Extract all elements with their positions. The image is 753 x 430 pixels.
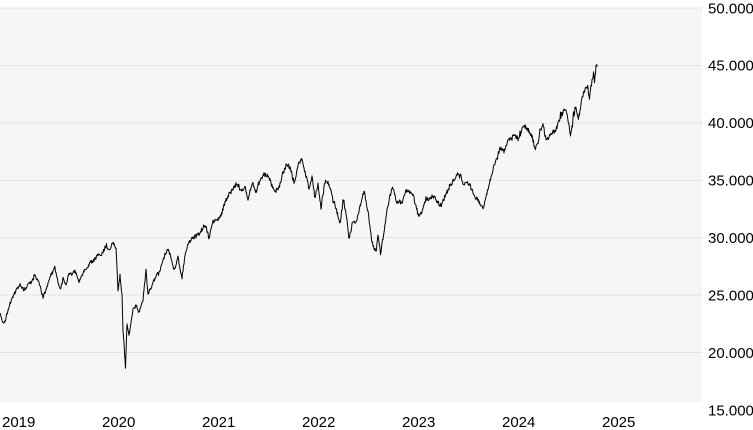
x-axis-label: 2022 (302, 414, 335, 430)
x-axis-label: 2019 (2, 414, 35, 430)
y-axis-label: 35.000 (708, 173, 753, 190)
y-axis-label: 45.000 (708, 58, 753, 75)
y-axis-label: 30.000 (708, 230, 753, 247)
x-axis-label: 2023 (402, 414, 435, 430)
y-axis-label: 40.000 (708, 115, 753, 132)
price-line (0, 64, 598, 369)
y-axis-label: 15.000 (708, 402, 753, 419)
x-axis-label: 2025 (602, 414, 635, 430)
y-axis-label: 20.000 (708, 345, 753, 362)
y-axis-label: 50.000 (708, 0, 753, 17)
plot-area (0, 8, 702, 402)
x-axis-label: 2024 (502, 414, 535, 430)
x-axis-label: 2021 (202, 414, 235, 430)
x-axis-label: 2020 (102, 414, 135, 430)
y-axis-label: 25.000 (708, 287, 753, 304)
